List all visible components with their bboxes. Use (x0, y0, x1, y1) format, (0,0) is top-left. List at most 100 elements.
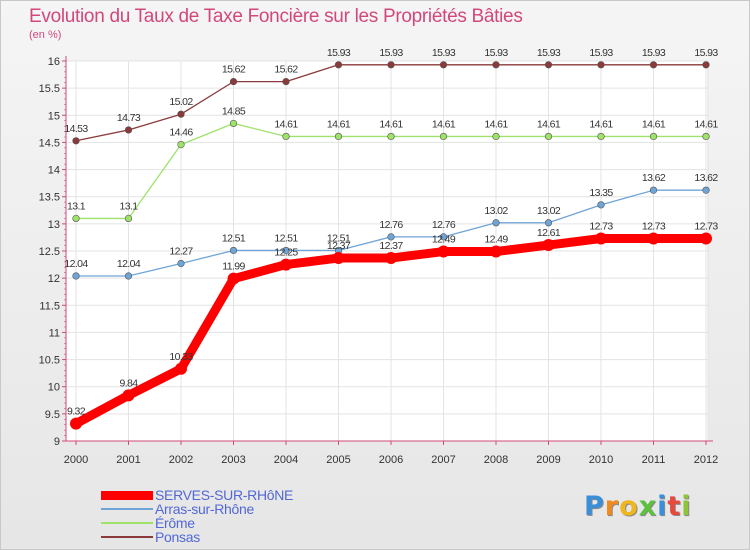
legend-swatch (101, 508, 153, 510)
data-label: 12.73 (589, 221, 613, 233)
data-label: 12.51 (327, 232, 351, 244)
data-point (542, 239, 555, 252)
data-label: 12.73 (694, 221, 718, 233)
data-point (439, 132, 448, 141)
y-tick-label: 12 (48, 273, 60, 285)
y-tick-label: 9 (54, 436, 60, 448)
data-label: 13.1 (119, 200, 138, 212)
data-label: 13.35 (589, 187, 613, 199)
data-point (439, 61, 448, 69)
data-labels: 9.32 9.84 10.33 11.99 12.25 12.37 12.37 12.49 12… (64, 47, 719, 418)
x-tick-label: 2006 (379, 454, 403, 466)
data-label: 14.53 (64, 123, 88, 135)
data-point (70, 417, 82, 430)
x-tick-label: 2004 (274, 454, 298, 466)
data-label: 12.51 (222, 232, 246, 244)
data-point (702, 132, 710, 141)
data-point (72, 214, 80, 223)
data-label: 14.61 (537, 118, 561, 130)
y-tick-label: 14.5 (39, 137, 60, 149)
data-point (124, 126, 133, 134)
y-tick-label: 13 (48, 219, 60, 231)
series-group (70, 61, 712, 430)
data-label: 14.61 (379, 118, 403, 130)
logo-letter: i (657, 491, 668, 522)
x-tick-label: 2010 (589, 454, 613, 466)
legend-swatch (101, 490, 153, 500)
data-label: 12.73 (642, 221, 666, 233)
x-tick-label: 2003 (221, 454, 245, 466)
logo-letter: x (638, 491, 658, 522)
legend-item: SERVES-SUR-RHôNE (101, 487, 401, 503)
data-label: 14.46 (169, 127, 193, 139)
data-point (72, 137, 80, 145)
proxiti-logo: Proxiti (584, 491, 692, 522)
data-point (597, 132, 605, 141)
data-label: 12.04 (64, 258, 88, 270)
y-tick-label: 9.5 (45, 409, 60, 421)
data-label: 12.49 (432, 234, 456, 246)
logo-letter: o (619, 491, 639, 522)
y-tick-label: 11.5 (39, 300, 60, 312)
legend-swatch (101, 536, 153, 538)
data-label: 13.02 (537, 205, 561, 217)
data-point (280, 258, 292, 271)
data-point (649, 61, 658, 69)
data-label: 9.32 (67, 406, 86, 418)
data-label: 14.61 (642, 118, 666, 130)
data-label: 12.25 (274, 247, 298, 259)
y-tick-label: 10.5 (39, 355, 60, 367)
data-label: 12.37 (327, 240, 351, 252)
data-point (649, 186, 658, 194)
data-point (177, 141, 185, 149)
data-point (492, 61, 500, 69)
data-label: 15.93 (432, 47, 456, 59)
chart-legend: SERVES-SUR-RHôNE Arras-sur-Rhône Érôme Pons… (101, 487, 401, 545)
data-label: 11.99 (222, 261, 245, 273)
data-point (387, 233, 395, 241)
data-label: 15.02 (169, 96, 193, 108)
logo-letter: i (681, 491, 692, 522)
x-axis-ticks: 2000 2001 2002 2003 2004 2005 2006 2007 2008 2009… (64, 454, 718, 466)
data-label: 14.61 (694, 118, 718, 130)
data-label: 15.93 (379, 47, 403, 59)
y-tick-label: 11 (49, 327, 60, 339)
data-label: 12.27 (169, 245, 193, 257)
legend-swatch (101, 522, 153, 524)
data-point (647, 232, 660, 245)
data-point (544, 219, 553, 227)
data-label: 14.61 (432, 118, 456, 130)
y-axis-ticks: 9 9.5 10 10.5 11 11.5 12 12.5 13 13.5 14 14.5 15 15.5… (39, 56, 60, 448)
y-tick-label: 15 (48, 110, 60, 122)
data-point (282, 78, 290, 86)
data-point (334, 132, 343, 141)
logo-letter: P (584, 491, 605, 522)
data-label: 15.93 (327, 47, 351, 59)
data-label: 15.93 (694, 47, 718, 59)
data-point (544, 132, 553, 141)
data-point (175, 362, 187, 375)
chart-title: Evolution du Taux de Taxe Foncière sur l… (29, 6, 523, 27)
data-label: 14.61 (274, 118, 298, 130)
data-point (437, 245, 450, 258)
data-point (229, 119, 238, 128)
legend-item: Arras-sur-Rhône (101, 501, 401, 517)
data-point (72, 272, 80, 280)
data-label: 15.93 (484, 47, 508, 59)
data-point (597, 61, 605, 69)
x-tick-label: 2007 (431, 454, 455, 466)
data-label: 13.62 (642, 172, 666, 184)
data-label: 10.33 (169, 351, 193, 363)
y-axis-unit-label: (en %) (29, 29, 62, 41)
data-point (177, 110, 185, 118)
data-label: 14.85 (222, 105, 246, 117)
data-label: 12.51 (274, 232, 298, 244)
y-tick-label: 15.5 (39, 83, 60, 95)
data-point (229, 246, 238, 255)
x-tick-label: 2011 (642, 454, 666, 466)
data-point (227, 272, 240, 285)
chart-axes (62, 56, 713, 445)
data-label: 12.04 (117, 258, 141, 270)
data-point (177, 259, 185, 268)
